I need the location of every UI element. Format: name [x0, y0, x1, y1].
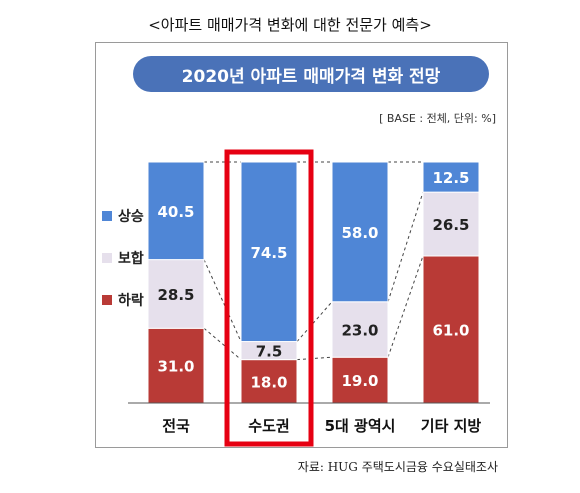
legend-item-up: 상승 [102, 206, 144, 226]
bar-segment [240, 359, 298, 404]
chart-caption: <아파트 매매가격 변화에 대한 전문가 예측> [148, 16, 432, 34]
legend-item-down: 하락 [102, 290, 144, 310]
bar-segment [331, 301, 389, 358]
data-label: 40.5 [157, 203, 194, 221]
data-label: 58.0 [341, 224, 378, 242]
bar-segment [331, 161, 389, 303]
source-note: 자료: HUG 주택도시금융 수요실태조사 [297, 460, 498, 474]
connector-line [203, 259, 242, 342]
connector-line [296, 301, 333, 342]
category-label: 5대 광역시 [325, 417, 396, 435]
connector-line [387, 191, 424, 302]
legend-label-up: 상승 [118, 209, 144, 225]
legend-swatch-flat [102, 253, 112, 263]
data-label: 74.5 [250, 244, 287, 262]
data-label: 19.0 [341, 372, 378, 390]
bar-segment [331, 356, 389, 404]
bar-segment [147, 161, 205, 261]
connector-line [296, 356, 333, 361]
category-label: 전국 [162, 417, 190, 435]
data-label: 18.0 [250, 373, 287, 391]
legend-swatch-up [102, 211, 112, 221]
bar-segment [147, 259, 205, 329]
data-label: 12.5 [432, 169, 469, 187]
connector-line [203, 327, 242, 361]
base-note: [ BASE : 전체, 단위: %] [379, 112, 496, 125]
data-label: 7.5 [256, 343, 283, 361]
category-label: 수도권 [248, 417, 289, 435]
legend-label-down: 하락 [118, 293, 144, 309]
legend-item-flat: 보합 [102, 248, 144, 268]
legend-label-flat: 보합 [118, 251, 144, 267]
bar-segment [147, 327, 205, 404]
bar-segment [240, 161, 298, 343]
data-label: 23.0 [341, 321, 378, 339]
data-label: 31.0 [157, 358, 194, 376]
data-label: 28.5 [157, 286, 194, 304]
bar-segment [422, 191, 480, 257]
connector-line [387, 255, 424, 358]
bar-segment [422, 161, 480, 193]
category-label: 기타 지방 [421, 417, 482, 435]
chart-title: 2020년 아파트 매매가격 변화 전망 [133, 56, 489, 92]
data-label: 61.0 [432, 321, 469, 339]
legend-swatch-down [102, 295, 112, 305]
highlight-box [224, 149, 314, 447]
legend: 상승 보합 하락 [102, 206, 144, 332]
data-label: 26.5 [432, 216, 469, 234]
